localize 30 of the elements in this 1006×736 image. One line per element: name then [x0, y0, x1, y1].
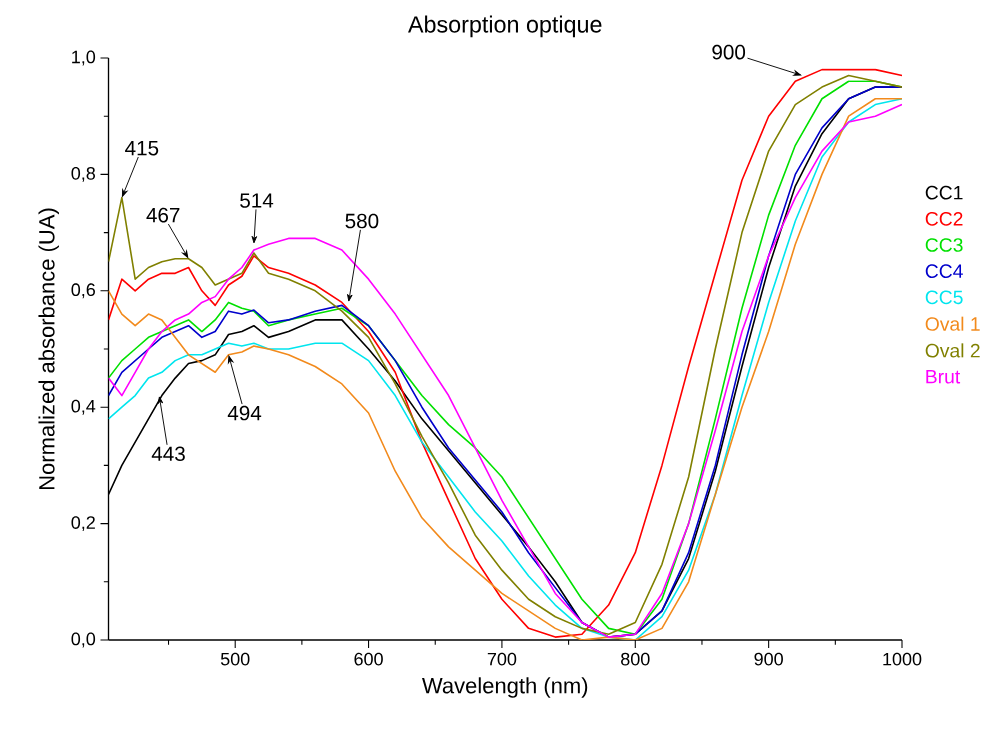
text: Oval 1 — [925, 316, 980, 331]
text: CC4 — [925, 264, 963, 279]
chart-title: Absorption optique — [408, 15, 602, 38]
y-tick-label: 0,0 — [71, 632, 96, 648]
y-axis-title: Normalized absorbance (UA) — [38, 208, 59, 490]
y-tick-label: 0,2 — [71, 516, 95, 532]
text: Oval 2 — [925, 343, 980, 358]
y-tick-label: 0,6 — [71, 283, 96, 299]
annotation: 514 — [240, 193, 274, 208]
annotation: 494 — [227, 405, 262, 421]
y-tick-label: 0,8 — [71, 166, 96, 182]
text: CC5 — [925, 290, 963, 305]
y-tick-label: 0,4 — [71, 399, 96, 415]
annotation: 443 — [151, 446, 185, 462]
text: CC1 — [925, 185, 963, 200]
x-tick-label: 800 — [621, 652, 650, 666]
x-tick-label: 500 — [220, 652, 250, 666]
y-tick-label: 1,0 — [72, 50, 96, 66]
annotation: 900 — [712, 44, 746, 60]
annotation: 580 — [345, 213, 379, 229]
x-axis-title: Wavelength (nm) — [422, 677, 588, 698]
x-tick-label: 600 — [354, 652, 383, 666]
text: CC3 — [925, 238, 963, 252]
text: CC2 — [925, 211, 963, 226]
x-tick-label: 700 — [487, 652, 517, 666]
annotation: 467 — [146, 207, 180, 223]
x-tick-label: 1000 — [883, 652, 922, 666]
text: Brut — [926, 370, 961, 384]
annotation: 415 — [125, 140, 159, 156]
x-tick-label: 900 — [754, 652, 783, 666]
